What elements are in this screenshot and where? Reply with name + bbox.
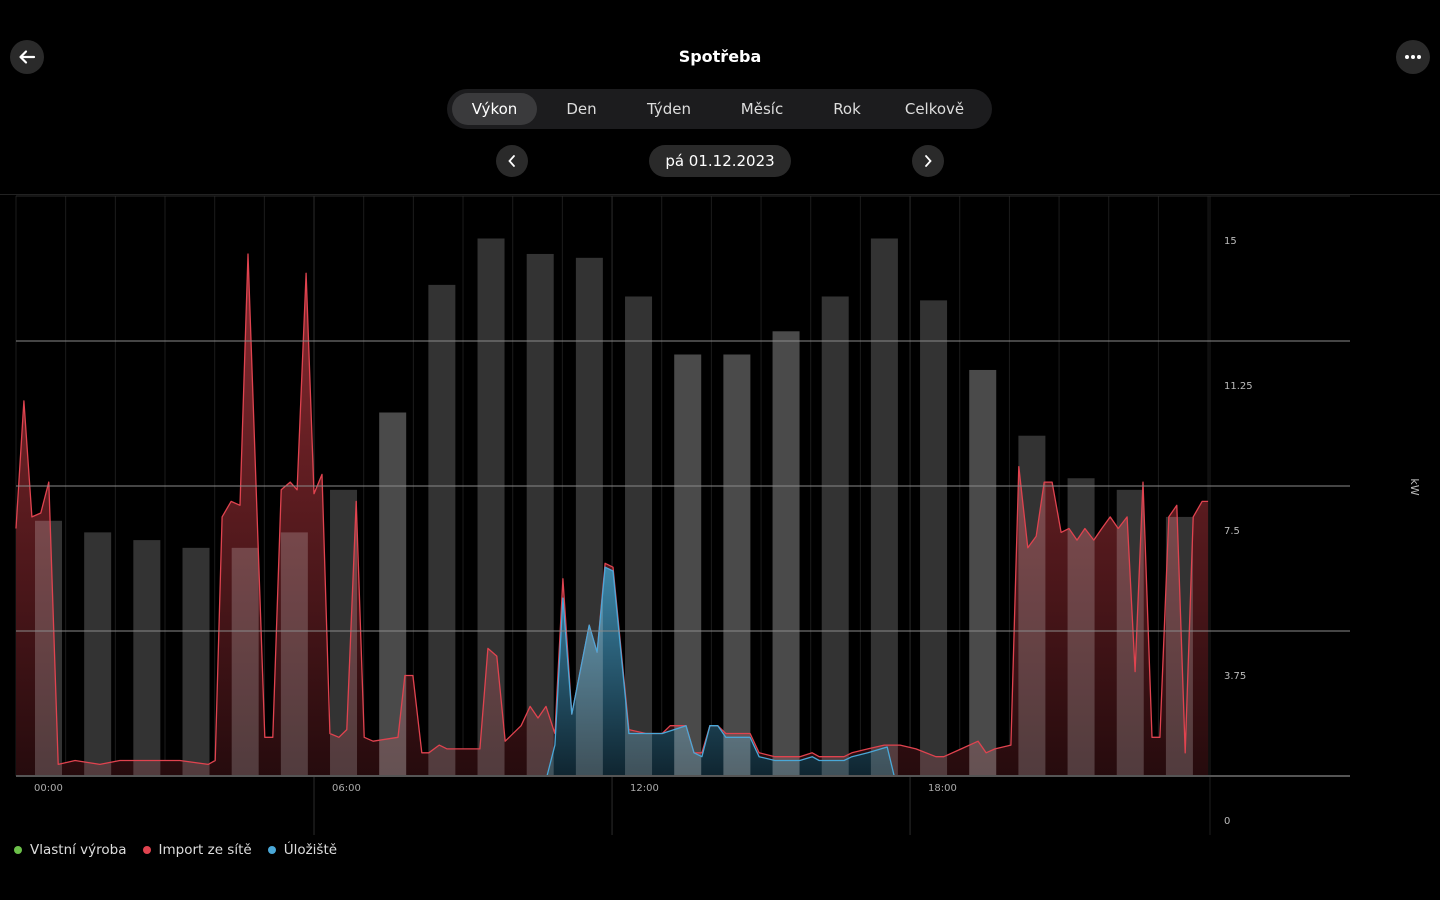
consumption-bar bbox=[723, 354, 751, 776]
consumption-bar bbox=[870, 238, 898, 776]
consumption-bar bbox=[969, 369, 997, 776]
legend-dot bbox=[142, 846, 151, 854]
x-tick-label: 06:00 bbox=[332, 783, 361, 794]
header-divider bbox=[0, 194, 1440, 195]
tab-mesic[interactable]: Měsíc bbox=[740, 100, 784, 118]
page-title: Spotřeba bbox=[678, 47, 762, 66]
ellipsis-icon bbox=[1405, 55, 1421, 59]
consumption-bar bbox=[674, 354, 702, 776]
tick-labels: 0 3.75 7.5 11.25 15 00:00 06:00 12:00 18:00 kW bbox=[34, 236, 1421, 827]
consumption-bar bbox=[772, 331, 800, 776]
chevron-left-icon bbox=[508, 155, 515, 167]
back-button[interactable] bbox=[10, 40, 44, 74]
legend-item-own-production[interactable]: Vlastní výroba bbox=[14, 842, 127, 858]
legend-dot bbox=[14, 846, 22, 854]
x-tick-label: 18:00 bbox=[928, 783, 957, 794]
series-lines bbox=[15, 253, 1209, 777]
consumption-bar bbox=[428, 284, 456, 776]
date-picker[interactable]: pá 01.12.2023 bbox=[649, 145, 791, 177]
consumption-bar bbox=[280, 532, 308, 776]
legend-label: Import ze sítě bbox=[158, 842, 252, 858]
y-tick-label: 15 bbox=[1224, 236, 1237, 247]
y-tick-label: 11.25 bbox=[1224, 381, 1253, 392]
series-line-storage bbox=[546, 566, 895, 777]
y-tick-label: 3.75 bbox=[1224, 671, 1246, 682]
tab-vykon[interactable]: Výkon bbox=[452, 93, 537, 125]
consumption-bar bbox=[231, 547, 259, 776]
arrow-left-icon bbox=[19, 50, 36, 64]
tab-celkove[interactable]: Celkově bbox=[904, 100, 965, 118]
chevron-right-icon bbox=[925, 155, 932, 167]
consumption-bar bbox=[920, 300, 948, 776]
x-tick-label: 12:00 bbox=[630, 783, 659, 794]
tab-tyden[interactable]: Týden bbox=[647, 100, 691, 118]
y-tick-label: 0 bbox=[1224, 816, 1230, 827]
previous-day-button[interactable] bbox=[496, 145, 528, 177]
chart-legend: Vlastní výroba Import ze sítě Úložiště bbox=[14, 842, 337, 858]
consumption-bar bbox=[1067, 478, 1095, 776]
consumption-bar bbox=[575, 257, 603, 776]
more-button[interactable] bbox=[1396, 40, 1430, 74]
x-tick-label: 00:00 bbox=[34, 783, 63, 794]
tab-den[interactable]: Den bbox=[566, 100, 597, 118]
period-tabs: Výkon Den Týden Měsíc Rok Celkově bbox=[447, 89, 992, 129]
header: Spotřeba Výkon Den Týden Měsíc Rok Celko… bbox=[0, 0, 1440, 190]
value-grid-lines bbox=[16, 340, 1350, 777]
y-axis-unit-label: kW bbox=[1408, 478, 1421, 495]
y-tick-label: 7.5 bbox=[1224, 526, 1240, 537]
tab-rok[interactable]: Rok bbox=[833, 100, 861, 118]
consumption-bar bbox=[1116, 489, 1144, 776]
consumption-bar bbox=[379, 412, 407, 776]
legend-item-grid-import[interactable]: Import ze sítě bbox=[142, 842, 252, 858]
legend-item-storage[interactable]: Úložiště bbox=[267, 842, 338, 858]
legend-label: Úložiště bbox=[283, 842, 338, 858]
legend-label: Vlastní výroba bbox=[30, 842, 127, 858]
consumption-bar bbox=[526, 253, 554, 776]
next-day-button[interactable] bbox=[912, 145, 944, 177]
consumption-bar bbox=[330, 489, 358, 776]
consumption-bar bbox=[1018, 435, 1046, 776]
consumption-bar bbox=[133, 540, 161, 776]
series-area-import bbox=[16, 254, 1209, 776]
consumption-bars bbox=[35, 238, 1193, 776]
legend-dot bbox=[267, 846, 276, 854]
consumption-bar bbox=[821, 296, 849, 776]
consumption-bar bbox=[182, 547, 210, 776]
consumption-bar bbox=[625, 296, 653, 776]
consumption-bar bbox=[84, 532, 112, 776]
